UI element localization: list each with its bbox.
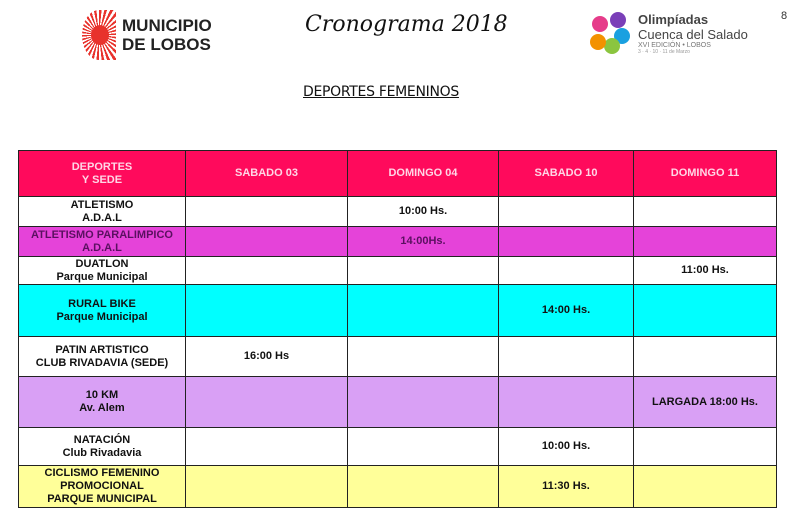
time-cell xyxy=(347,256,499,285)
time-cell xyxy=(498,196,634,227)
star-logo-icon xyxy=(590,12,630,56)
sport-name: DUATLON xyxy=(75,257,129,270)
sport-name: PATIN ARTISTICO xyxy=(55,343,149,356)
sport-name: ATLETISMO xyxy=(70,198,134,211)
sport-cell: 10 KM Av. Alem xyxy=(18,376,186,428)
sport-cell: CICLISMO FEMENINO PROMOCIONAL PARQUE MUNI… xyxy=(18,465,186,508)
time-cell xyxy=(633,226,777,257)
table-row: ATLETISMO PARALIMPICO A.D.A.L 14:00Hs. xyxy=(18,226,777,257)
venue-name: PARQUE MUNICIPAL xyxy=(47,493,157,505)
table-row: CICLISMO FEMENINO PROMOCIONAL PARQUE MUNI… xyxy=(18,465,777,508)
table-row: DUATLON Parque Municipal 11:00 Hs. xyxy=(18,256,777,285)
sport-cell: PATIN ARTISTICO CLUB RIVADAVIA (SEDE) xyxy=(18,336,186,377)
olimpiadas-line4: 3 · 4 · 10 · 11 de Marzo xyxy=(638,49,690,55)
time-cell xyxy=(185,256,348,285)
sport-name: ATLETISMO PARALIMPICO xyxy=(31,228,173,241)
page-title: Cronograma 2018 xyxy=(305,12,508,37)
table-row: ATLETISMO A.D.A.L 10:00 Hs. xyxy=(18,196,777,227)
sport-name: CICLISMO FEMENINO PROMOCIONAL xyxy=(44,467,160,492)
time-cell xyxy=(185,427,348,466)
column-header: DOMINGO 04 xyxy=(347,150,499,197)
venue-name: A.D.A.L xyxy=(82,241,122,254)
time-cell xyxy=(185,196,348,227)
column-header: SABADO 10 xyxy=(498,150,634,197)
time-cell xyxy=(185,465,348,508)
time-cell xyxy=(185,226,348,257)
table-row: PATIN ARTISTICO CLUB RIVADAVIA (SEDE) 16:0… xyxy=(18,336,777,377)
sport-cell: ATLETISMO PARALIMPICO A.D.A.L xyxy=(18,226,186,257)
time-cell: 14:00Hs. xyxy=(347,226,499,257)
time-cell xyxy=(185,376,348,428)
time-cell xyxy=(498,256,634,285)
time-cell xyxy=(633,336,777,377)
time-cell: 11:00 Hs. xyxy=(633,256,777,285)
sport-cell: NATACIÓN Club Rivadavia xyxy=(18,427,186,466)
time-cell xyxy=(498,336,634,377)
time-cell: LARGADA 18:00 Hs. xyxy=(633,376,777,428)
column-header: DEPORTES Y SEDE xyxy=(18,150,186,197)
time-cell xyxy=(347,336,499,377)
municipio-logo: MUNICIPIO DE LOBOS xyxy=(82,10,212,60)
venue-name: A.D.A.L xyxy=(82,211,122,224)
time-cell xyxy=(347,465,499,508)
venue-name: Parque Municipal xyxy=(56,270,148,283)
time-cell xyxy=(347,427,499,466)
time-cell xyxy=(498,376,634,428)
time-cell: 16:00 Hs xyxy=(185,336,348,377)
sport-name: 10 KM xyxy=(85,389,119,401)
schedule-table: DEPORTES Y SEDE SABADO 03 DOMINGO 04 SABADO… xyxy=(18,150,777,508)
page-number: 8 xyxy=(781,10,788,22)
municipio-logo-text: MUNICIPIO DE LOBOS xyxy=(122,16,212,54)
time-cell xyxy=(347,376,499,428)
olimpiadas-logo: Olimpíadas Cuenca del Salado XVI EDICIÓN… xyxy=(590,12,748,56)
time-cell: 10:00 Hs. xyxy=(498,427,634,466)
olimpiadas-line1: Olimpíadas xyxy=(638,12,709,27)
sun-emblem-icon xyxy=(82,10,116,60)
time-cell xyxy=(185,284,348,337)
time-cell: 11:30 Hs. xyxy=(498,465,634,508)
olimpiadas-line3: XVI EDICIÓN • LOBOS xyxy=(638,42,711,49)
venue-name: Parque Municipal xyxy=(56,310,148,323)
time-cell xyxy=(633,427,777,466)
venue-name: Av. Alem xyxy=(79,402,125,414)
time-cell: 10:00 Hs. xyxy=(347,196,499,227)
column-header: DOMINGO 11 xyxy=(633,150,777,197)
sport-cell: DUATLON Parque Municipal xyxy=(18,256,186,285)
section-subtitle: DEPORTES FEMENINOS xyxy=(303,84,459,100)
table-row: NATACIÓN Club Rivadavia 10:00 Hs. xyxy=(18,427,777,466)
venue-name: Club Rivadavia xyxy=(62,446,142,459)
table-row: RURAL BIKE Parque Municipal 14:00 Hs. xyxy=(18,284,777,337)
time-cell: 14:00 Hs. xyxy=(498,284,634,337)
sport-cell: RURAL BIKE Parque Municipal xyxy=(18,284,186,337)
column-header: SABADO 03 xyxy=(185,150,348,197)
sport-name: NATACIÓN xyxy=(73,433,131,446)
time-cell xyxy=(633,465,777,508)
sport-cell: ATLETISMO A.D.A.L xyxy=(18,196,186,227)
sport-name: RURAL BIKE xyxy=(68,297,136,310)
time-cell xyxy=(633,196,777,227)
time-cell xyxy=(498,226,634,257)
venue-name: CLUB RIVADAVIA (SEDE) xyxy=(35,356,169,369)
time-cell xyxy=(347,284,499,337)
table-row: 10 KM Av. Alem LARGADA 18:00 Hs. xyxy=(18,376,777,428)
time-cell xyxy=(633,284,777,337)
olimpiadas-line2: Cuenca del Salado xyxy=(638,27,748,42)
